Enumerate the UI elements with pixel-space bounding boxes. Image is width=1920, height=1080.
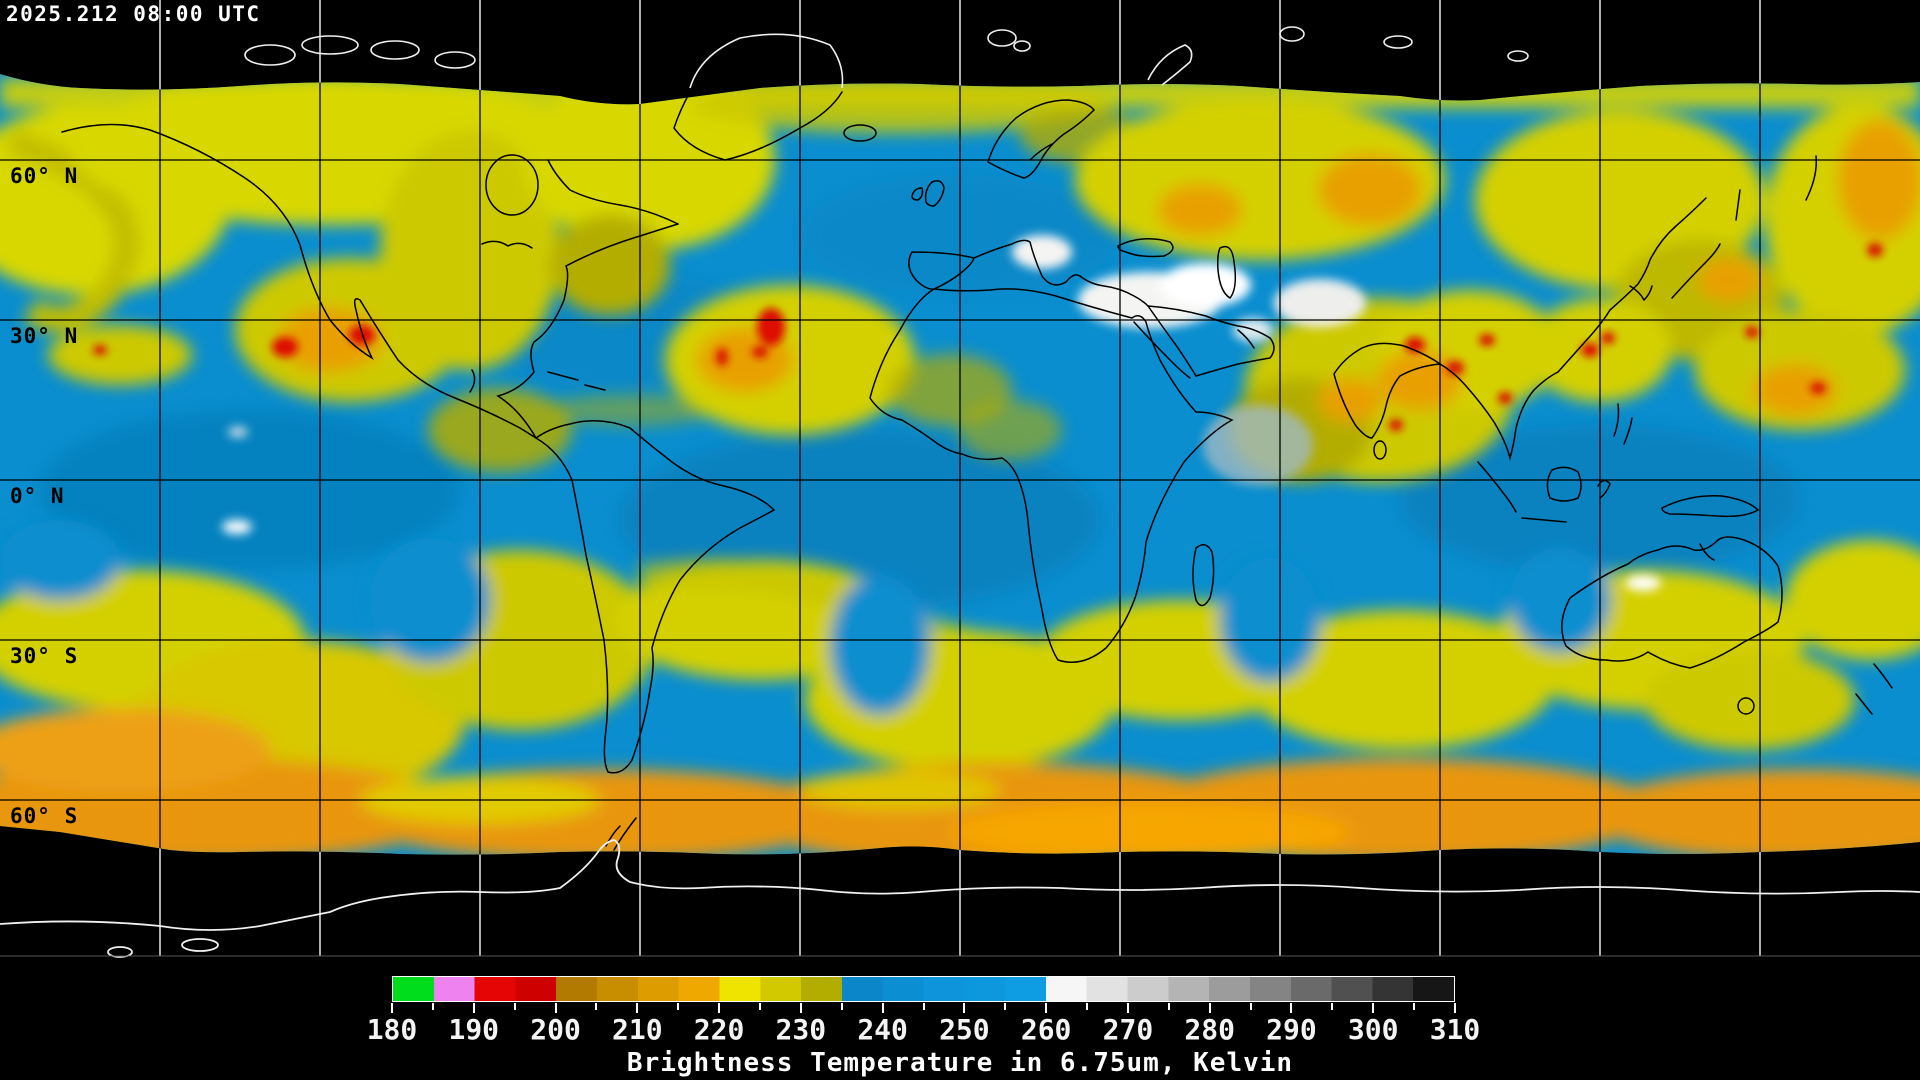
- colorbar-tick-label: 230: [775, 1013, 827, 1046]
- colorbar-tick-label: 180: [366, 1013, 418, 1046]
- latitude-label: 30° S: [10, 644, 79, 668]
- colorbar-tick: [840, 1003, 843, 1010]
- colorbar: [392, 976, 1455, 1002]
- colorbar-tick: [554, 1003, 557, 1013]
- colorbar-tick: [1045, 1003, 1048, 1013]
- colorbar-tick: [431, 1003, 434, 1010]
- latitude-label: 30° N: [10, 324, 79, 348]
- colorbar-tick-label: 290: [1266, 1013, 1317, 1046]
- colorbar-tick-label: 220: [693, 1013, 745, 1046]
- colorbar-tick: [922, 1003, 925, 1010]
- colorbar-tick: [1004, 1003, 1007, 1010]
- colorbar-tick: [1290, 1003, 1293, 1013]
- colorbar-tick-label: 260: [1020, 1013, 1072, 1046]
- colorbar-tick: [1249, 1003, 1252, 1010]
- coastlines: [61, 91, 1893, 851]
- colorbar-tick: [677, 1003, 680, 1010]
- graticule-data: [0, 74, 1920, 855]
- colorbar-tick: [1413, 1003, 1416, 1010]
- arctic-coastlines: [244, 26, 1529, 89]
- colorbar-tick: [718, 1003, 721, 1013]
- colorbar-tick: [1372, 1003, 1375, 1013]
- colorbar-tick: [963, 1003, 966, 1013]
- colorbar-tick: [799, 1003, 802, 1013]
- colorbar-tick-label: 210: [612, 1013, 663, 1046]
- colorbar-tick: [513, 1003, 516, 1010]
- world-map-canvas: [0, 0, 1920, 958]
- colorbar-tick: [391, 1003, 393, 1013]
- colorbar-tick-label: 240: [857, 1013, 908, 1046]
- timestamp: 2025.212 08:00 UTC: [6, 2, 261, 26]
- colorbar-tick: [1208, 1003, 1211, 1013]
- colorbar-tick: [1167, 1003, 1170, 1010]
- colorbar-tick-label: 190: [448, 1013, 500, 1046]
- latitude-label: 60° N: [10, 164, 79, 188]
- colorbar-tick-label: 280: [1184, 1013, 1235, 1046]
- colorbar-tick: [1126, 1003, 1129, 1013]
- antarctica-coastline: [0, 839, 1920, 958]
- colorbar-tick-label: 200: [530, 1013, 581, 1046]
- colorbar-tick-label: 270: [1102, 1013, 1154, 1046]
- colorbar-tick-label: 300: [1347, 1013, 1399, 1046]
- colorbar-tick: [1086, 1003, 1089, 1010]
- colorbar-tick: [636, 1003, 639, 1013]
- data-swath: [0, 74, 1920, 855]
- colorbar-tick: [1454, 1003, 1456, 1013]
- colorbar-tick: [1331, 1003, 1334, 1010]
- colorbar-tick-label: 250: [939, 1013, 990, 1046]
- colorbar-tick: [758, 1003, 761, 1010]
- colorbar-tick-label: 310: [1429, 1013, 1481, 1046]
- colorbar-caption: Brightness Temperature in 6.75um, Kelvin: [626, 1048, 1294, 1078]
- latitude-label: 0° N: [10, 484, 65, 508]
- colorbar-tick: [881, 1003, 884, 1013]
- latitude-label: 60° S: [10, 804, 79, 828]
- colorbar-tick: [595, 1003, 598, 1010]
- colorbar-tick: [472, 1003, 475, 1013]
